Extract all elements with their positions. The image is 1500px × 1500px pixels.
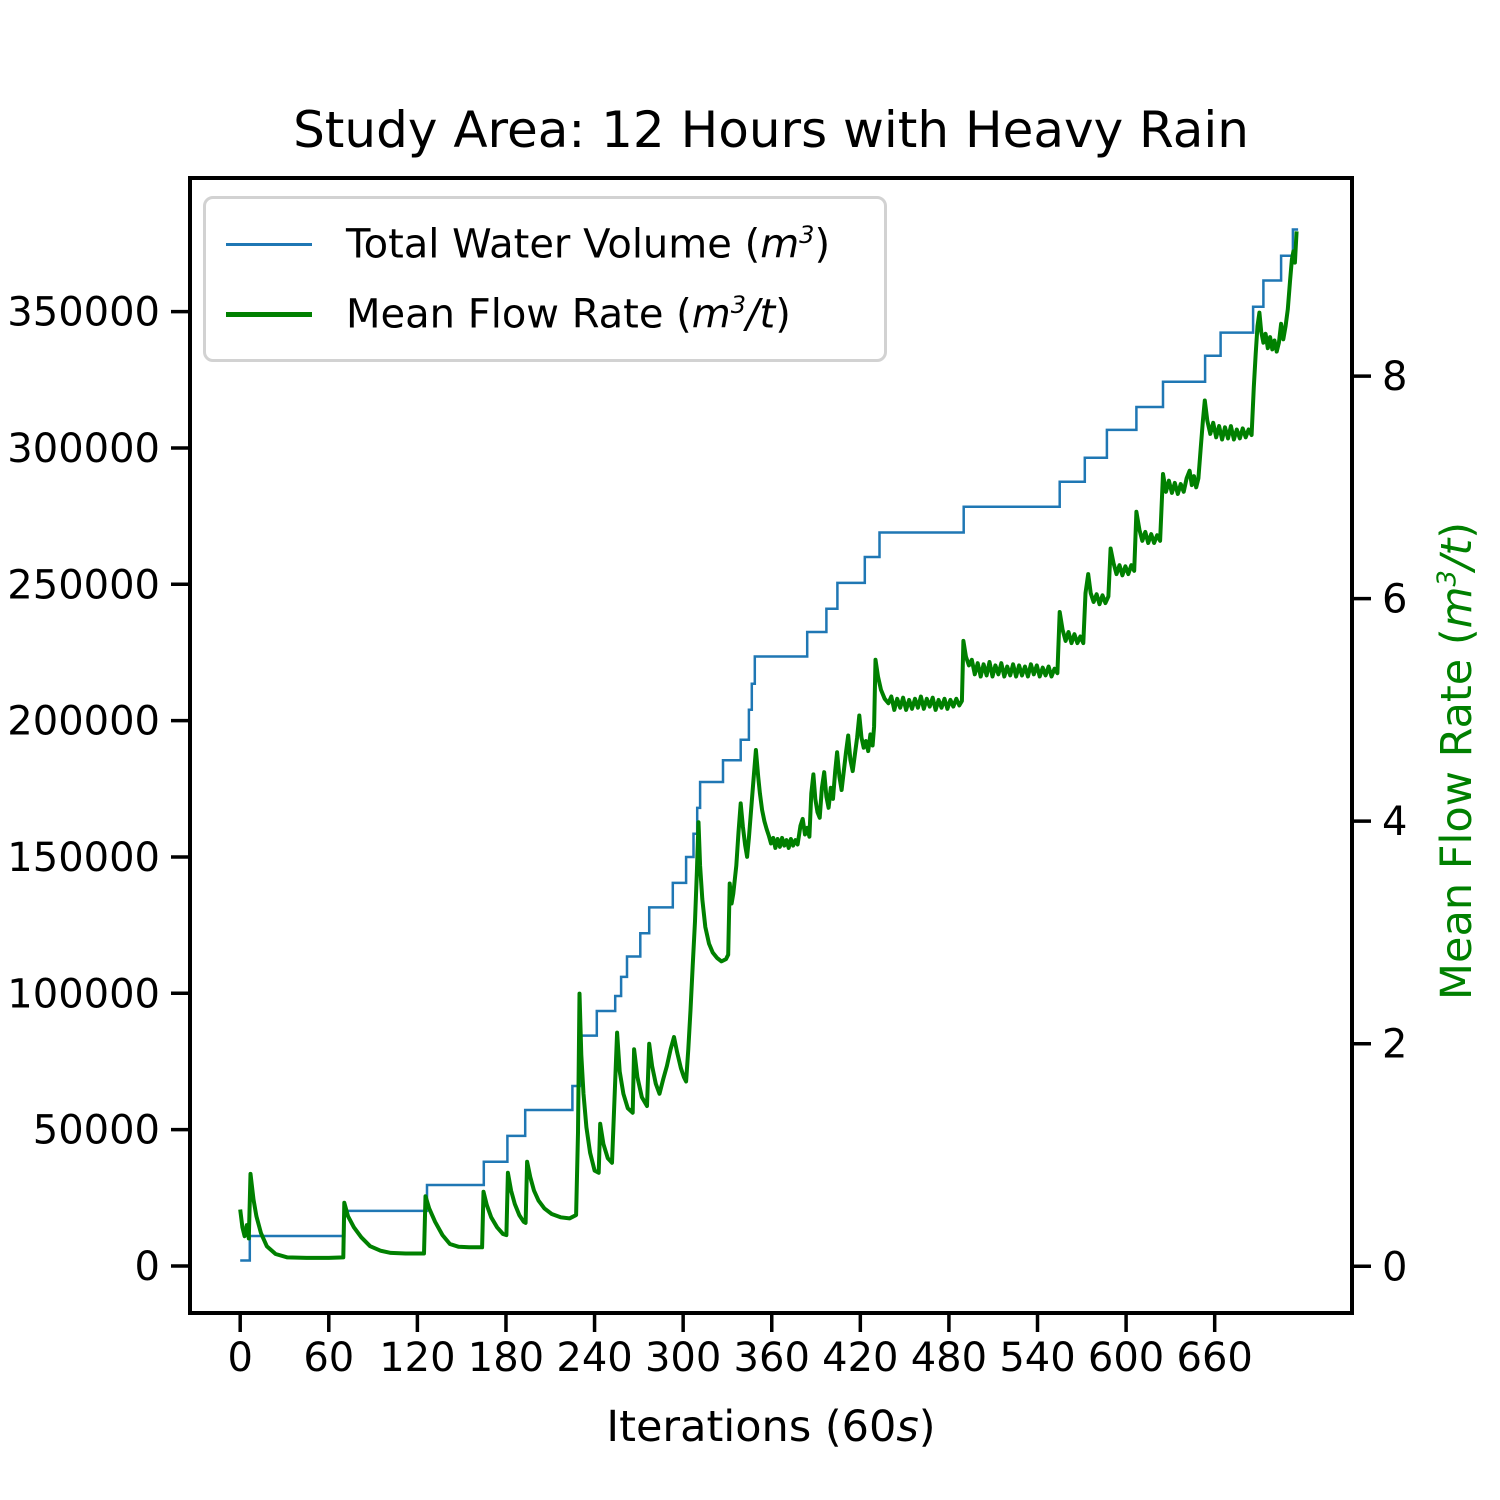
y-right-tick-label: 0	[1382, 1244, 1407, 1290]
x-tick-label: 420	[822, 1335, 898, 1381]
chart-title: Study Area: 12 Hours with Heavy Rain	[293, 101, 1249, 159]
legend-flow-sup: 3	[730, 290, 747, 319]
y-right-tick-label: 8	[1382, 354, 1407, 400]
legend-label-flow: Mean Flow Rate (m3/t)	[346, 291, 791, 337]
y-right-axis-label: Mean Flow Rate (m3/t)	[1432, 311, 1484, 1211]
legend-item-volume: Total Water Volume (m3)	[226, 209, 864, 279]
y-right-label-sup: 3	[1432, 570, 1463, 587]
y-right-label-math-t: /t	[1432, 538, 1482, 571]
x-axis-label-math: s	[896, 1402, 919, 1452]
y-left-tick-label: 50000	[33, 1108, 160, 1154]
x-tick-label: 240	[556, 1335, 632, 1381]
x-tick-label: 480	[911, 1335, 987, 1381]
plot-border	[188, 176, 1354, 1315]
legend-line-sample-flow	[226, 311, 312, 317]
y-left-tick-label: 300000	[7, 426, 160, 472]
legend: Total Water Volume (m3) Mean Flow Rate (…	[203, 196, 887, 362]
legend-label-volume: Total Water Volume (m3)	[346, 221, 830, 267]
y-right-tick-label: 6	[1382, 577, 1407, 623]
x-tick-label: 660	[1177, 1335, 1253, 1381]
x-axis-label-close: )	[918, 1402, 936, 1452]
x-axis-label-text: Iterations (60	[606, 1402, 897, 1452]
x-tick-label: 540	[999, 1335, 1075, 1381]
y-left-tick-label: 250000	[7, 562, 160, 608]
legend-volume-math: m	[760, 221, 800, 268]
x-tick-label: 600	[1088, 1335, 1164, 1381]
legend-line-sample-volume	[226, 242, 312, 246]
legend-flow-close: )	[775, 291, 791, 338]
x-axis-label: Iterations (60s)	[190, 1402, 1352, 1452]
x-tick-label: 0	[227, 1335, 252, 1381]
legend-flow-mid: /t	[746, 291, 776, 338]
x-tick-label: 360	[734, 1335, 810, 1381]
series-volume-line	[240, 228, 1299, 1262]
x-tick-label: 300	[645, 1335, 721, 1381]
y-left-tick-label: 100000	[7, 971, 160, 1017]
x-tick-label: 180	[468, 1335, 544, 1381]
legend-flow-text: Mean Flow Rate (	[346, 291, 692, 338]
legend-volume-sup: 3	[799, 220, 815, 249]
x-tick-label: 60	[303, 1335, 354, 1381]
y-left-tick-label: 0	[135, 1244, 160, 1290]
series-flow-line	[238, 231, 1299, 1260]
y-right-label-close: )	[1432, 521, 1482, 539]
y-left-tick-label: 200000	[7, 699, 160, 745]
y-left-tick-label: 150000	[7, 835, 160, 881]
x-tick-label: 120	[379, 1335, 455, 1381]
y-left-tick-label: 350000	[7, 290, 160, 336]
legend-flow-math: m	[691, 291, 731, 338]
legend-volume-text: Total Water Volume (	[346, 221, 761, 268]
y-right-tick-label: 2	[1382, 1022, 1407, 1068]
y-right-tick-label: 4	[1382, 799, 1407, 845]
legend-volume-close: )	[814, 221, 831, 268]
y-right-label-math-m: m	[1432, 586, 1482, 629]
legend-item-flow: Mean Flow Rate (m3/t)	[226, 279, 864, 349]
y-right-label-text: Mean Flow Rate (	[1432, 628, 1482, 1001]
